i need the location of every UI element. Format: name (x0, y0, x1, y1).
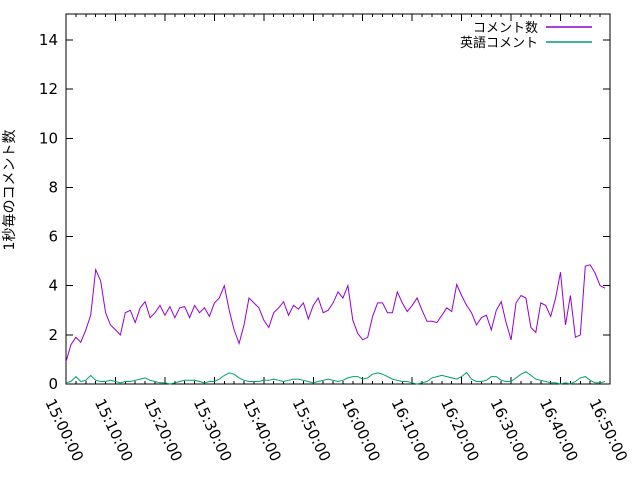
y-tick-label: 0 (48, 375, 58, 393)
y-axis-tick-labels: 0 2 4 6 8 10 12 14 (39, 31, 58, 393)
legend-label-comment-count: コメント数 (473, 21, 538, 36)
x-axis-tick-labels: 15:00:00 15:10:00 15:20:00 15:30:00 15:40:00… (41, 396, 631, 464)
x-tick-label: 15:10:00 (91, 396, 137, 464)
y-tick-label: 10 (39, 129, 58, 147)
series-line-1 (65, 371, 606, 385)
y-tick-label: 4 (48, 277, 58, 295)
series-line-0 (65, 264, 606, 363)
x-tick-label: 16:00:00 (338, 396, 384, 464)
x-tick-label: 16:40:00 (536, 396, 582, 464)
x-tick-label: 15:00:00 (41, 396, 87, 464)
y-tick-label: 14 (39, 31, 58, 49)
x-tick-label: 16:10:00 (388, 396, 434, 464)
y-tick-label: 6 (48, 228, 58, 246)
x-tick-label: 15:20:00 (140, 396, 186, 464)
series-lines (65, 264, 606, 385)
x-tick-label: 15:50:00 (289, 396, 335, 464)
axis-ticks (65, 14, 611, 385)
y-tick-label: 2 (48, 326, 58, 344)
legend-label-english-comments: 英語コメント (460, 35, 538, 51)
y-axis-title: 1秒毎のコメント数 (2, 130, 18, 251)
legend: コメント数 英語コメント (460, 21, 592, 51)
x-tick-label: 16:30:00 (486, 396, 532, 464)
y-tick-label: 8 (48, 178, 58, 196)
y-tick-label: 12 (39, 80, 58, 98)
x-tick-label: 16:20:00 (437, 396, 483, 464)
x-tick-label: 16:50:00 (585, 396, 631, 464)
x-tick-label: 15:40:00 (239, 396, 285, 464)
plot-frame (65, 13, 611, 385)
x-tick-label: 15:30:00 (190, 396, 236, 464)
